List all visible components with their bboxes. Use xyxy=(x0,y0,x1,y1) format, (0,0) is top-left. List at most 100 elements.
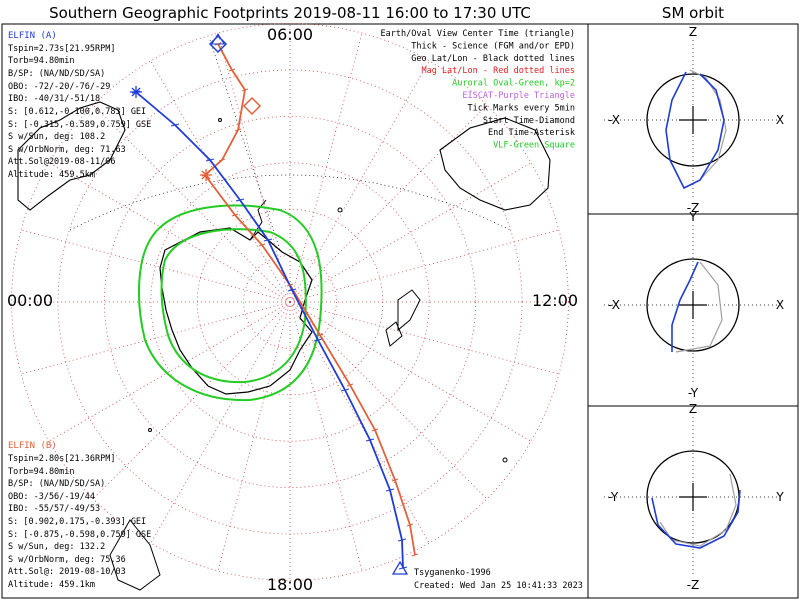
elfin-b-tick-8 xyxy=(286,283,294,287)
elfin-b-line-3: OBO: -3/56/-19/44 xyxy=(8,492,95,502)
elfin-b-info: ELFIN (B) Tspin=2.80s[21.36RPM] Torb=94.… xyxy=(8,441,151,590)
mag-lon-line-10 xyxy=(48,301,291,442)
sm-panel-0: Z -Z -X X xyxy=(604,25,784,215)
time-label-right: 12:00 xyxy=(532,291,578,310)
elfin-b-line-1: Torb=94.80min xyxy=(8,467,75,477)
mag-lon-line-20 xyxy=(289,60,430,303)
time-label-bottom: 18:00 xyxy=(267,575,313,594)
mag-lon-line-4 xyxy=(289,301,430,544)
mag-lon-line-15 xyxy=(92,104,291,303)
elfin-a-line-6: S: [-0.315,-0.589,0.759] GSE xyxy=(8,120,151,130)
sm-panel-2: Z -Z -Y Y xyxy=(604,402,784,592)
elfin-a-tick-2 xyxy=(205,158,215,162)
mag-lon-line-14 xyxy=(48,162,291,303)
elfin-a-info: ELFIN (A) Tspin=2.73s[21.95RPM] Torb=94.… xyxy=(8,31,151,180)
elfin-a-line-1: Torb=94.80min xyxy=(8,56,75,66)
elfin-b-tick-3 xyxy=(234,128,242,132)
mag-lon-line-22 xyxy=(289,162,532,303)
elfin-a-line-5: S: [0.612,-0.100,0.783] GEI xyxy=(8,107,146,117)
mag-lon-line-5 xyxy=(289,301,363,572)
mag-lon-line-23 xyxy=(289,229,560,303)
sm-label-right: X xyxy=(776,298,784,312)
legend-item-6: Tick Marks every 5min xyxy=(468,103,575,113)
elfin-b-end-asterisk xyxy=(200,169,212,181)
elfin-b-tick-12 xyxy=(391,478,399,482)
elfin-a-top-triangle xyxy=(211,33,225,45)
elfin-b-line-0: Tspin=2.80s[21.36RPM] xyxy=(8,454,115,464)
sm-label-left: -X xyxy=(608,113,620,127)
elfin-b-line-10: Altitude: 459.1km xyxy=(8,580,95,590)
created-label: Created: Wed Jan 25 10:41:33 2023 xyxy=(414,581,583,591)
mag-lon-line-3 xyxy=(289,301,488,500)
elfin-b-line-8: S w/OrbNorm, deg: 75.36 xyxy=(8,555,126,565)
sm-earth-circle xyxy=(646,73,740,167)
sm-label-right: X xyxy=(776,113,784,127)
elfin-a-tick-8 xyxy=(365,438,375,442)
sm-orbit-a xyxy=(651,489,741,549)
elfin-a-line-0: Tspin=2.73s[21.95RPM] xyxy=(8,44,115,54)
elfin-b-tick-7 xyxy=(258,243,266,247)
mag-lat-circle-0 xyxy=(243,255,337,349)
sm-orbit-a xyxy=(671,261,699,352)
sm-label-right: Y xyxy=(775,490,784,504)
mag-lat-circle-3 xyxy=(103,115,477,489)
elfin-b-tick-1 xyxy=(228,68,236,72)
elfin-b-tick-13 xyxy=(406,523,414,527)
sm-orbit-b xyxy=(675,261,723,353)
legend: Earth/Oval View Center Time (triangle) Th… xyxy=(381,29,575,151)
elfin-b-tick-9 xyxy=(316,333,324,337)
elfin-a-line-7: S w/Sun, deg: 108.2 xyxy=(8,132,105,142)
sm-label-left: -X xyxy=(608,298,620,312)
elfin-a-line-8: S w/OrbNorm, deg: 71.63 xyxy=(8,145,126,155)
sm-earth-circle xyxy=(646,258,740,352)
legend-item-0: Earth/Oval View Center Time (triangle) xyxy=(381,29,575,39)
sm-panel-1: Y -Y -X X xyxy=(604,210,784,400)
mag-lat-circle-5 xyxy=(11,23,569,581)
mag-lon-line-16 xyxy=(150,60,291,303)
elfin-a-tick-10 xyxy=(397,538,407,542)
legend-item-1: Thick - Science (FGM and/or EPD) xyxy=(411,41,575,51)
elfin-a-tick-9 xyxy=(385,488,395,492)
sm-label-top: Z xyxy=(689,25,697,39)
sm-panel-yz-frame xyxy=(587,405,799,599)
elfin-b-tick-6 xyxy=(231,213,239,217)
sm-orbit-panels: Z -Z -X X Y -Y -X X Z -Z -Y Y xyxy=(604,25,784,592)
elfin-b-line-5: S: [0.902,0.175,-0.393] GEI xyxy=(8,517,146,527)
geo-lat-line xyxy=(69,174,511,231)
elfin-a-end-asterisk xyxy=(130,86,142,98)
mag-lon-line-21 xyxy=(289,104,488,303)
footprint-tracks xyxy=(130,33,419,575)
elfin-a-tick-4 xyxy=(263,238,273,242)
elfin-a-tick-5 xyxy=(287,288,297,292)
mag-lon-line-8 xyxy=(150,301,291,544)
mag-lon-line-13 xyxy=(20,229,291,303)
elfin-a-tick-6 xyxy=(313,338,323,342)
mag-lon-line-9 xyxy=(92,301,291,500)
elfin-b-tick-2 xyxy=(241,88,249,92)
mag-lon-line-7 xyxy=(217,301,291,572)
elfin-a-line-9: Att.Sol@2019-08-11/06 xyxy=(8,157,115,167)
elfin-b-line-2: B/SP: (NA/ND/SD/SA) xyxy=(8,479,105,489)
geo-lon-line xyxy=(209,39,281,251)
elfin-a-line-2: B/SP: (NA/ND/SD/SA) xyxy=(8,69,105,79)
time-label-top: 06:00 xyxy=(267,25,313,44)
legend-item-7: Start Time-Diamond xyxy=(483,116,575,126)
sm-label-bottom: -Z xyxy=(687,201,700,215)
model-label: Tsyganenko-1996 xyxy=(414,568,491,578)
mag-lon-line-2 xyxy=(289,301,532,442)
legend-item-9: VLF-Green Square xyxy=(493,141,575,151)
legend-item-4: Auroral Oval-Green, kp=2 xyxy=(452,79,575,89)
mag-lat-circle-2 xyxy=(150,162,430,442)
legend-item-5: EISCAT-Purple Triangle xyxy=(462,91,575,101)
elfin-b-line-9: Att.Sol@: 2019-08-10/03 xyxy=(8,567,126,577)
elfin-a-tick-7 xyxy=(340,388,350,392)
sm-label-top: Y xyxy=(688,210,697,224)
elfin-a-tick-3 xyxy=(235,198,245,202)
time-label-left: 00:00 xyxy=(7,291,53,310)
elfin-a-line-10: Altitude: 459.5km xyxy=(8,170,95,180)
polar-grid xyxy=(11,23,569,581)
sm-orbit-a xyxy=(665,71,725,190)
elfin-b-start-diamond xyxy=(242,96,262,116)
